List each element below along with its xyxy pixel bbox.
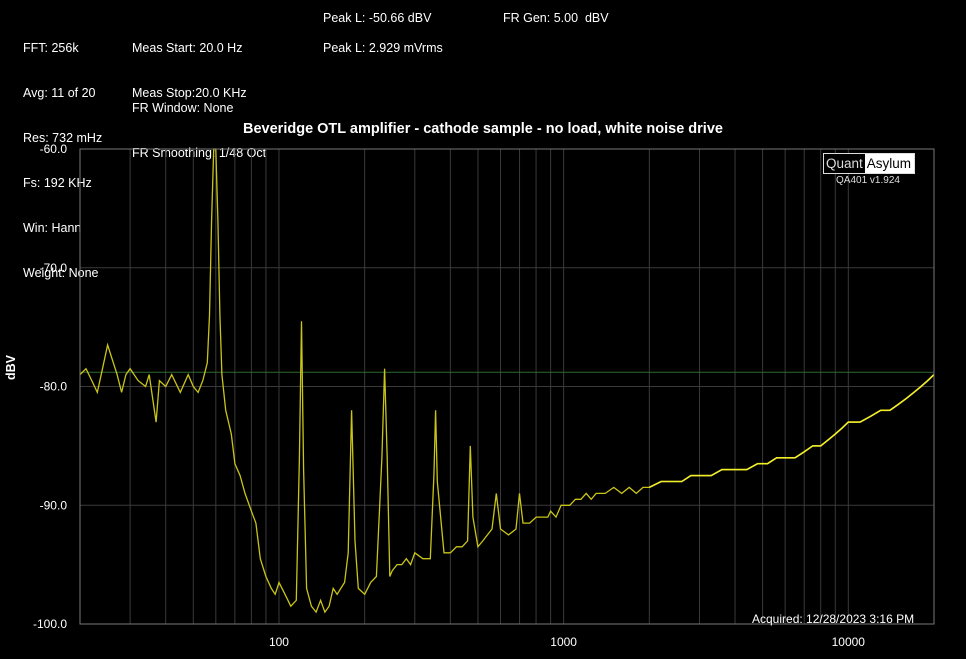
version-label: QA401 v1.924 xyxy=(836,175,900,186)
x-tick-label: 1000 xyxy=(550,635,577,649)
fr-gen: FR Gen: 5.00 dBV xyxy=(503,11,609,25)
window-type: Win: Hann xyxy=(23,221,82,235)
resolution: Res: 732 mHz xyxy=(23,131,103,145)
meas-stop: Meas Stop:20.0 KHz xyxy=(132,86,247,100)
spectrum-trace-highlight xyxy=(648,374,935,489)
y-tick-label: -70.0 xyxy=(40,261,68,275)
y-tick-label: -100.0 xyxy=(33,617,67,631)
sample-rate: Fs: 192 KHz xyxy=(23,176,92,190)
peak-dbv: Peak L: -50.66 dBV xyxy=(323,11,432,25)
plot-frame xyxy=(79,148,935,625)
acquired-timestamp: Acquired: 12/28/2023 3:16 PM xyxy=(752,612,915,626)
weighting: Weight: None xyxy=(23,266,99,280)
avg-count: Avg: 11 of 20 xyxy=(23,86,96,100)
y-tick-label: -90.0 xyxy=(40,498,68,512)
peak-mvrms: Peak L: 2.929 mVrms xyxy=(323,41,443,55)
grid xyxy=(79,148,935,625)
fft-info: FFT: 256k Avg: 11 of 20 Res: 732 mHz Fs:… xyxy=(23,11,102,296)
y-tick-label: -80.0 xyxy=(40,380,68,394)
logo-asylum: Asylum xyxy=(864,154,915,173)
meas-start: Meas Start: 20.0 Hz xyxy=(132,41,243,55)
chart-title: Beveridge OTL amplifier - cathode sample… xyxy=(243,121,723,137)
fr-window: FR Window: None xyxy=(132,101,234,115)
x-tick-label: 10000 xyxy=(832,635,866,649)
tick-labels: -60.0 -70.0 -80.0 -90.0 -100.0 100 1000 10000 xyxy=(33,142,865,649)
fft-size: FFT: 256k xyxy=(23,41,79,55)
x-tick-label: 100 xyxy=(269,635,289,649)
logo-quant: Quant xyxy=(824,154,865,173)
y-tick-label: -60.0 xyxy=(40,142,68,156)
spectrum-trace xyxy=(79,148,935,614)
meas-range: Meas Start: 20.0 Hz Meas Stop:20.0 KHz xyxy=(132,11,247,116)
quantasylum-logo: Quant Asylum xyxy=(823,153,916,174)
